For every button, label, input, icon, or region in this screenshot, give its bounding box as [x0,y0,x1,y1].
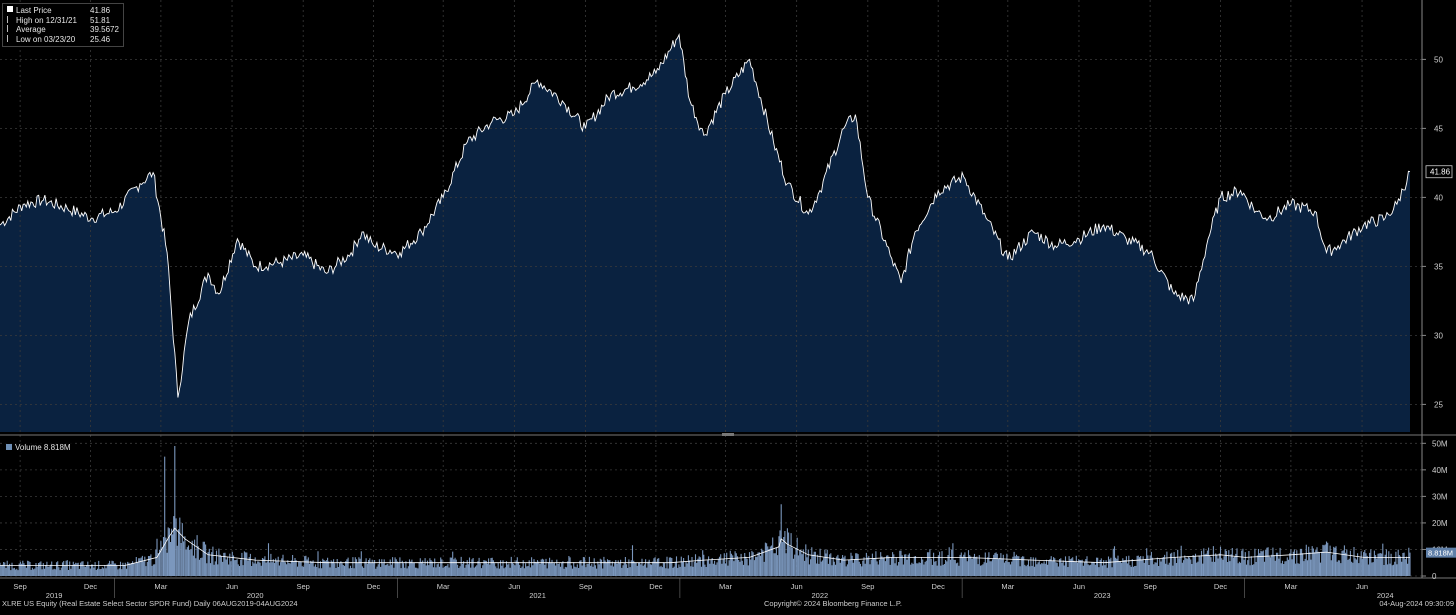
legend-value: 25.46 [90,34,111,44]
price-tick-label: 50 [1434,55,1443,64]
legend-value: 39.5672 [90,25,119,34]
volume-tick-label: 40M [1432,466,1448,475]
volume-tick-label: 0 [1432,572,1437,581]
average-marker-icon [7,25,13,32]
x-tick-label-month: Sep [861,582,874,591]
x-tick-label-month: Mar [719,582,732,591]
last-volume-label: 8.818M [1428,549,1453,558]
legend-row-average: Average 39.5672 [7,25,119,35]
price-line [0,32,1411,398]
x-tick-label-month: Dec [84,582,98,591]
x-tick-label-month: Mar [1284,582,1297,591]
volume-tick-label: 20M [1432,519,1448,528]
footer-copyright: Copyright© 2024 Bloomberg Finance L.P. [764,599,902,608]
x-tick-label-month: Dec [649,582,663,591]
x-tick-label-month: Mar [154,582,167,591]
legend-label: Low on 03/23/20 [16,34,76,44]
volume-legend-label: Volume 8.818M [15,443,71,452]
legend-label: Last Price [16,6,52,15]
footer-security-info: XLRE US Equity (Real Estate Select Secto… [2,599,298,608]
legend-value: 51.81 [90,15,111,25]
square-icon [6,444,12,450]
x-tick-label-month: Dec [367,582,381,591]
legend-label: Average [16,25,46,34]
x-tick-label-month: Jun [1073,582,1085,591]
last-price-label: 41.86 [1430,168,1451,177]
x-tick-label-year: 2022 [812,591,829,600]
x-tick-label-month: Jun [508,582,520,591]
volume-bars [0,446,1411,576]
x-tick-label-month: Jun [226,582,238,591]
panel-resize-handle [722,433,734,436]
x-tick-label-month: Dec [932,582,946,591]
square-icon [7,6,13,12]
low-marker-icon [7,34,13,42]
x-tick-label-month: Sep [297,582,310,591]
x-tick-label-month: Jun [1356,582,1368,591]
last-volume-box [1426,547,1456,558]
price-area [0,34,1410,432]
x-tick-label-month: Mar [437,582,450,591]
x-tick-label-month: Sep [13,582,26,591]
volume-legend: Volume 8.818M [3,442,74,453]
x-tick-label-month: Sep [1143,582,1156,591]
x-tick-label-year: 2024 [1377,591,1394,600]
x-tick-label-month: Mar [1001,582,1014,591]
legend-row-low: Low on 03/23/20 25.46 [7,34,119,45]
volume-tick-label: 50M [1432,439,1448,448]
volume-average-line [0,527,1410,566]
x-tick-label-year: 2021 [529,591,546,600]
x-tick-label-month: Jun [791,582,803,591]
price-legend: Last Price 41.86 High on 12/31/21 51.81 … [2,3,124,47]
last-price-box [1425,165,1453,179]
footer-timestamp: 04-Aug-2024 09:30:09 [1379,599,1454,608]
price-tick-label: 35 [1434,262,1443,271]
legend-label: High on 12/31/21 [16,15,77,25]
x-tick-label-month: Dec [1214,582,1228,591]
x-tick-label-month: Sep [579,582,592,591]
price-tick-label: 30 [1434,331,1443,340]
legend-row-high: High on 12/31/21 51.81 [7,15,119,26]
price-tick-label: 25 [1434,400,1443,409]
legend-value: 41.86 [90,6,111,15]
price-tick-label: 45 [1434,124,1443,133]
legend-row-last-price: Last Price 41.86 [7,6,119,16]
x-tick-label-year: 2020 [247,591,264,600]
x-tick-label-year: 2023 [1094,591,1111,600]
x-tick-label-year: 2019 [46,591,63,600]
price-tick-label: 40 [1434,193,1443,202]
high-marker-icon [7,15,13,23]
volume-tick-label: 30M [1432,492,1448,501]
